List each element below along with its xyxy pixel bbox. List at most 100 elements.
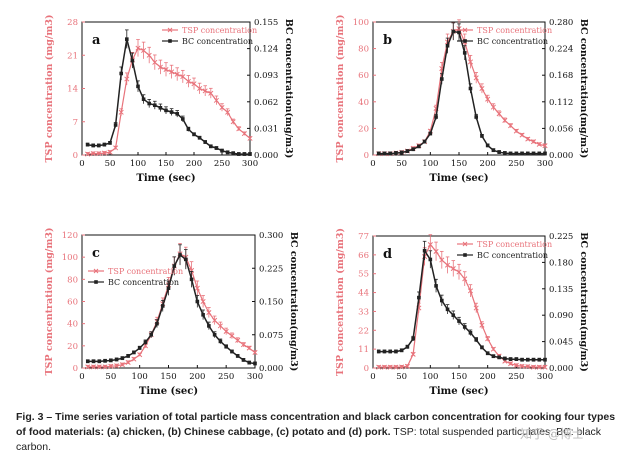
y-tick-label: 40: [358, 98, 369, 108]
x-tick-label: 200: [480, 372, 496, 382]
data-point: [394, 151, 398, 155]
data-point: [428, 131, 433, 136]
x-tick-label: 0: [370, 372, 375, 382]
x-tick-label: 200: [189, 372, 205, 382]
data-point: [480, 134, 484, 138]
data-point: [434, 284, 438, 288]
data-point: [119, 71, 123, 76]
y-tick-label: 44: [358, 289, 369, 299]
data-point: [531, 357, 536, 362]
data-point: [169, 110, 174, 114]
y2-tick-label: 0.056: [549, 124, 573, 134]
data-point: [536, 141, 542, 147]
data-point: [497, 355, 501, 360]
data-point: [174, 71, 180, 77]
data-point: [153, 103, 157, 108]
y-axis-label: TSP concentration (mg/m3): [44, 14, 55, 162]
y2-tick-label: 0.225: [549, 232, 573, 242]
series-line: [87, 39, 250, 155]
data-point: [114, 363, 120, 369]
data-point: [85, 364, 91, 370]
data-point: [508, 151, 513, 156]
data-point: [496, 111, 502, 117]
data-point: [189, 277, 194, 282]
series-line: [378, 27, 546, 155]
data-point: [502, 117, 508, 123]
data-point: [218, 339, 223, 344]
x-tick-label: 150: [451, 159, 467, 169]
y-tick-label: 66: [358, 251, 369, 261]
data-point: [242, 152, 247, 156]
data-point: [125, 359, 131, 366]
tsp-series: [85, 39, 253, 157]
data-point: [212, 317, 218, 323]
legend-marker: [463, 253, 467, 257]
y2-tick-label: 0.031: [254, 124, 278, 134]
data-point: [247, 135, 253, 141]
data-point: [217, 323, 223, 329]
data-point: [503, 151, 507, 155]
data-point: [149, 332, 153, 337]
data-point: [537, 357, 542, 362]
y2-tick-label: 0.280: [549, 18, 573, 28]
legend-label: BC concentration: [477, 251, 548, 260]
y-tick-label: 0: [73, 364, 78, 374]
data-point: [440, 298, 444, 303]
data-point: [485, 336, 491, 342]
data-point: [230, 119, 236, 125]
legend-label: BC concentration: [477, 37, 548, 46]
data-point: [91, 359, 96, 364]
legend: TSP concentration BC concentration: [457, 26, 552, 46]
data-point: [141, 97, 146, 102]
x-tick-label: 50: [105, 372, 116, 382]
x-tick-label: 200: [186, 159, 202, 169]
data-point: [462, 276, 468, 282]
data-point: [467, 288, 474, 294]
caption-rest: TSP: total suspended particulates; BC: b…: [16, 426, 602, 453]
data-point: [103, 359, 107, 363]
data-point: [90, 364, 97, 370]
series-line: [378, 30, 545, 155]
y2-tick-label: 0.075: [259, 331, 283, 341]
data-point: [525, 136, 531, 142]
data-point: [530, 139, 537, 145]
y-tick-label: 33: [358, 307, 369, 317]
x-axis-label: Time (sec): [429, 386, 488, 397]
data-point: [119, 362, 125, 368]
data-point: [422, 248, 427, 253]
chart-panel-d: 0 50 100 150 200 250 300 0 11 22 33 44 55 66 77 0.000 0.…: [335, 228, 589, 397]
data-point: [241, 131, 247, 137]
data-point: [525, 364, 531, 370]
data-point: [445, 43, 450, 48]
y-tick-label: 120: [62, 231, 78, 241]
data-point: [405, 149, 410, 153]
y2-tick-label: 0.090: [549, 311, 573, 321]
data-point: [513, 362, 519, 368]
y-tick-label: 0: [364, 151, 369, 161]
panel-label: d: [383, 247, 392, 262]
legend: TSP concentration BC concentration: [162, 26, 257, 46]
x-axis-label: Time (sec): [136, 173, 195, 184]
data-point: [387, 364, 393, 370]
data-point: [125, 37, 129, 41]
data-point: [382, 349, 387, 354]
data-point: [132, 350, 136, 355]
data-point: [543, 357, 547, 362]
series-line: [378, 243, 545, 368]
data-point: [410, 351, 416, 357]
y2-axis-label: BC concentration(mg/m3): [283, 19, 294, 158]
data-point: [160, 304, 165, 308]
data-point: [209, 144, 213, 149]
data-point: [381, 364, 388, 370]
data-point: [382, 151, 387, 156]
data-point: [130, 58, 135, 63]
data-point: [411, 147, 415, 152]
y-axis-label: TSP concentration (mg/m3): [335, 14, 346, 162]
bc-series: [85, 244, 257, 366]
data-point: [468, 86, 473, 91]
data-point: [543, 151, 547, 156]
data-point: [536, 364, 542, 370]
figure-canvas: 0 50 100 150 200 250 300071421280.0000.0310.06…: [44, 14, 589, 397]
data-point: [225, 150, 230, 155]
x-axis-label: Time (sec): [429, 173, 488, 184]
